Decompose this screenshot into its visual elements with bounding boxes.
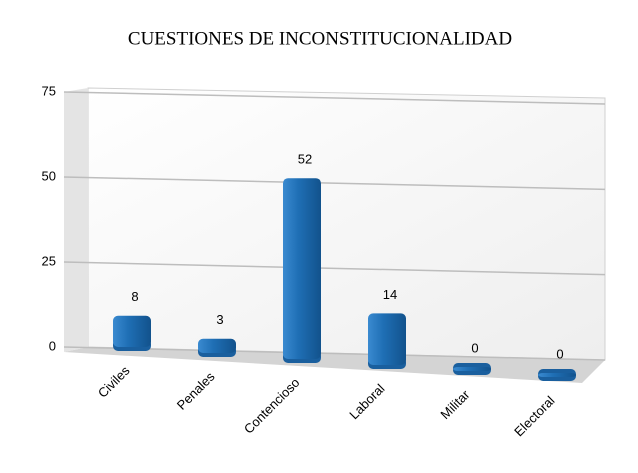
x-tick-label: Militar [437,386,473,422]
x-tick-label: Civiles [95,363,133,401]
grid-line [63,176,606,191]
back-wall [87,87,606,361]
y-tick-label: 25 [42,253,56,268]
grid-line [63,346,606,361]
y-tick-label: 75 [42,83,56,98]
x-tick-label: Contencioso [241,375,303,437]
y-tick-label: 0 [49,338,56,353]
bar [538,373,576,377]
x-tick-label: Penales [174,369,218,413]
x-tick-label: Electoral [511,393,557,439]
y-tick-label: 50 [42,168,56,183]
grid-line [63,261,606,276]
value-label: 14 [383,287,397,302]
value-label: 0 [556,346,563,361]
bar [198,338,236,353]
bar [453,367,491,371]
bar [283,178,321,359]
side-wall [64,88,88,352]
value-label: 8 [131,289,138,304]
bar [368,313,406,365]
chart-title: CUESTIONES DE INCONSTITUCIONALIDAD [128,28,512,49]
value-label: 0 [471,340,478,355]
x-tick-label: Laboral [346,381,387,422]
value-label: 52 [298,152,312,167]
bar [113,315,151,347]
grid-line [63,91,606,105]
value-label: 3 [216,312,223,327]
